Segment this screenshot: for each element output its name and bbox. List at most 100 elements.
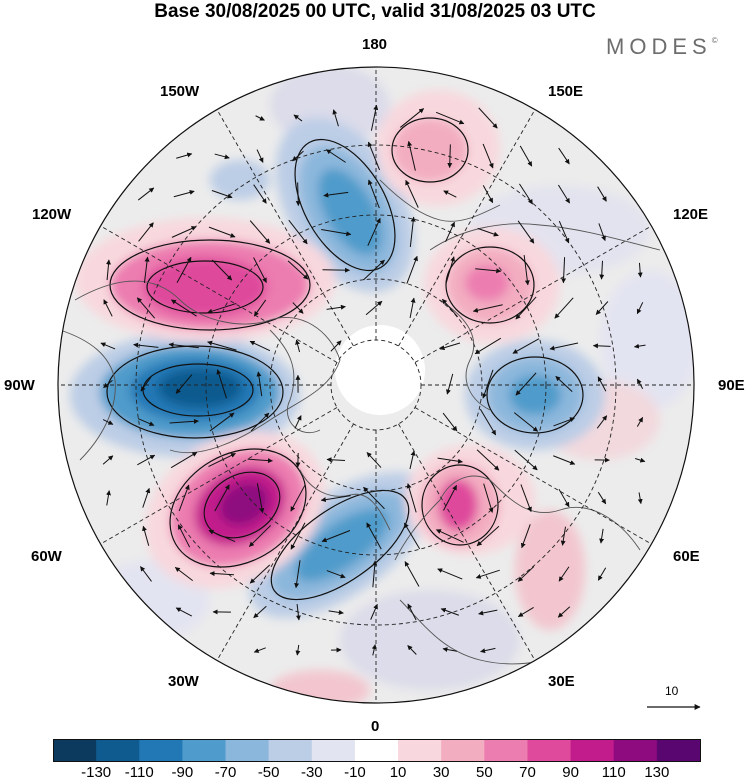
wind-arrow (636, 302, 644, 315)
wind-arrow (517, 566, 535, 582)
wind-arrow (209, 412, 235, 432)
wind-arrow (211, 190, 233, 199)
wind-arrow (214, 484, 230, 512)
colorbar-tick-label: 30 (432, 764, 450, 781)
wind-arrow (558, 488, 570, 508)
wind-arrow (476, 449, 500, 471)
wind-arrow (599, 260, 605, 280)
wind-arrow (366, 522, 382, 550)
wind-arrow (480, 647, 496, 654)
reference-vector-label: 10 (665, 684, 679, 698)
wind-arrow (292, 150, 304, 162)
wind-arrow (326, 457, 346, 463)
wind-arrow (479, 408, 497, 436)
wind-arrow (371, 644, 377, 656)
wind-arrow (477, 227, 499, 237)
wind-arrow (325, 149, 346, 163)
wind-arrow (445, 256, 456, 284)
wind-arrow (478, 107, 498, 129)
wind-arrow (558, 147, 570, 165)
meridian-line (216, 109, 354, 347)
wind-arrow (321, 229, 352, 237)
lon-label-120e: 120E (673, 206, 709, 223)
wind-arrow (515, 296, 537, 320)
wind-arrow (443, 190, 457, 198)
wind-arrow (143, 256, 150, 283)
wind-arrow (367, 217, 381, 246)
colorbar-cell (656, 739, 701, 762)
colorbar-tick-label: -10 (344, 764, 366, 781)
wind-arrow (442, 298, 458, 318)
wind-arrow (174, 566, 194, 582)
wind-arrow (330, 340, 342, 352)
colorbar-cell (527, 739, 572, 762)
wind-arrow (248, 525, 271, 547)
wind-arrow (171, 226, 197, 238)
meridian-line (398, 109, 536, 347)
wind-arrow (595, 301, 609, 315)
colorbar-tick-label: -30 (300, 764, 323, 781)
wind-arrow (475, 569, 500, 579)
wind-arrow (435, 111, 465, 125)
wind-arrow (445, 221, 455, 242)
lon-label-60e: 60E (673, 548, 700, 565)
wind-arrow (517, 220, 535, 244)
wind-arrow (137, 454, 156, 466)
colorbar-cell (268, 739, 313, 762)
wind-arrow (100, 342, 116, 350)
wind-arrow (558, 220, 570, 244)
wind-arrow (482, 143, 494, 169)
wind-arrow (253, 184, 267, 204)
colorbar-cell (398, 739, 442, 762)
pole-cap (335, 325, 425, 415)
colorbar-cell (441, 739, 485, 762)
wind-arrow (483, 483, 494, 513)
wind-arrow (633, 343, 646, 349)
wind-arrow (409, 216, 416, 247)
wind-arrow (326, 570, 346, 579)
lon-label-30e: 30E (548, 673, 575, 690)
negative-anomaly-west (70, 333, 300, 457)
wind-arrow (558, 566, 570, 582)
wind-arrow (322, 267, 351, 273)
wind-arrow (370, 104, 379, 131)
wind-arrow (136, 297, 156, 319)
colorbar-tick-label: -90 (171, 764, 194, 781)
meridian-line (414, 225, 652, 363)
wind-arrow (407, 603, 417, 621)
colorbar-cell (570, 739, 615, 762)
coastlines (59, 179, 661, 665)
wind-arrow (133, 342, 159, 348)
wind-arrow (440, 607, 459, 616)
meridian-line (100, 407, 338, 545)
wind-arrow (637, 262, 643, 278)
wind-arrow (208, 529, 236, 543)
lon-label-90w: 90W (4, 377, 35, 394)
wind-arrow (140, 376, 152, 392)
wind-arrow (138, 222, 154, 242)
wind-arrow (557, 606, 571, 618)
positive-anomaly-north-east (376, 90, 500, 206)
wind-arrow (407, 140, 416, 171)
wind-arrow (214, 153, 230, 160)
wind-arrow (592, 343, 611, 349)
wind-arrow (409, 450, 416, 470)
wind-arrow (249, 220, 271, 244)
wind-arrow (472, 304, 503, 313)
colorbar-tick-label: 50 (475, 764, 493, 781)
wind-arrow (247, 458, 273, 464)
wind-arrow (512, 338, 540, 354)
map-title: Base 30/08/2025 00 UTC, valid 31/08/2025… (154, 1, 596, 22)
wind-arrow (293, 114, 303, 122)
wind-arrow (560, 526, 567, 546)
wind-arrow (168, 342, 199, 349)
wind-arrow (482, 369, 494, 399)
wind-arrow (406, 255, 418, 284)
wind-arrow (173, 189, 195, 198)
wind-arrow (177, 524, 191, 548)
lon-label-60w: 60W (31, 548, 62, 565)
wind-arrow (208, 226, 236, 238)
wind-arrow (170, 299, 197, 317)
wind-vectors (100, 104, 646, 656)
